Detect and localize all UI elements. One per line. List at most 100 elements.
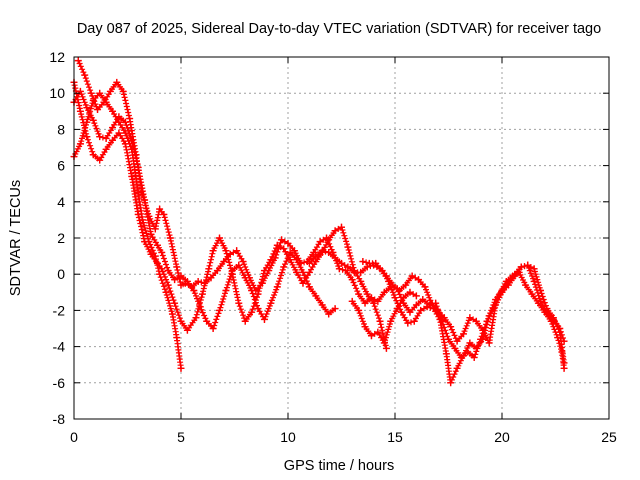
data-point bbox=[171, 276, 179, 284]
data-point bbox=[177, 281, 185, 289]
data-point bbox=[96, 133, 104, 141]
data-point bbox=[162, 288, 170, 296]
data-point bbox=[479, 335, 487, 343]
data-point bbox=[385, 277, 393, 285]
data-point bbox=[357, 277, 365, 285]
data-point bbox=[147, 230, 155, 238]
chart-title: Day 087 of 2025, Sidereal Day-to-day VTE… bbox=[77, 21, 601, 37]
data-point bbox=[528, 290, 536, 298]
data-point bbox=[235, 261, 243, 269]
data-point bbox=[393, 305, 401, 313]
x-tick-label: 25 bbox=[601, 429, 617, 445]
data-point bbox=[331, 305, 339, 313]
x-axis-label: GPS time / hours bbox=[284, 458, 394, 474]
data-point bbox=[96, 156, 104, 164]
data-point bbox=[423, 303, 431, 311]
data-point bbox=[318, 301, 326, 309]
data-point bbox=[74, 57, 82, 65]
data-point bbox=[374, 328, 382, 336]
data-point bbox=[342, 267, 350, 275]
data-point bbox=[459, 352, 467, 360]
data-point bbox=[89, 151, 97, 159]
data-point bbox=[126, 115, 134, 123]
data-point bbox=[260, 315, 268, 323]
data-point bbox=[415, 276, 423, 284]
data-point bbox=[299, 268, 307, 276]
y-tick-label: 12 bbox=[49, 49, 65, 65]
data-series bbox=[70, 57, 568, 387]
data-point bbox=[312, 252, 320, 260]
data-point bbox=[560, 359, 568, 367]
data-point bbox=[190, 286, 198, 294]
data-point bbox=[344, 243, 352, 251]
data-point bbox=[361, 299, 369, 307]
data-point bbox=[378, 267, 386, 275]
x-tick-label: 0 bbox=[70, 429, 78, 445]
y-tick-label: -8 bbox=[53, 411, 66, 427]
data-point bbox=[522, 281, 530, 289]
data-point bbox=[267, 256, 275, 264]
data-point bbox=[453, 337, 461, 345]
data-point bbox=[198, 290, 206, 298]
data-point bbox=[382, 344, 390, 352]
data-point bbox=[312, 292, 320, 300]
data-point bbox=[153, 259, 161, 267]
data-point bbox=[138, 191, 146, 199]
data-point bbox=[121, 140, 129, 148]
y-tick-label: 2 bbox=[57, 230, 65, 246]
data-point bbox=[466, 339, 474, 347]
data-point bbox=[177, 364, 185, 372]
data-point bbox=[549, 314, 557, 322]
data-point bbox=[245, 274, 253, 282]
data-point bbox=[299, 279, 307, 287]
data-point bbox=[201, 279, 209, 287]
data-point bbox=[83, 104, 91, 112]
series-track-3 bbox=[70, 87, 339, 332]
data-point bbox=[305, 268, 313, 276]
data-point bbox=[310, 248, 318, 256]
data-point bbox=[102, 145, 110, 153]
data-point bbox=[115, 113, 123, 121]
data-point bbox=[248, 308, 256, 316]
data-point bbox=[141, 238, 149, 246]
data-point bbox=[406, 308, 414, 316]
data-point bbox=[419, 296, 427, 304]
data-point bbox=[376, 317, 384, 325]
data-point bbox=[284, 239, 292, 247]
data-point bbox=[537, 286, 545, 294]
data-point bbox=[387, 317, 395, 325]
data-point bbox=[338, 259, 345, 267]
data-point bbox=[361, 323, 369, 331]
data-point bbox=[278, 236, 286, 244]
data-point bbox=[466, 314, 474, 322]
data-point bbox=[517, 263, 525, 271]
data-point bbox=[543, 305, 551, 313]
data-point bbox=[323, 234, 331, 242]
data-point bbox=[233, 247, 241, 255]
data-point bbox=[359, 258, 367, 266]
data-point bbox=[472, 317, 480, 325]
data-point bbox=[395, 286, 403, 294]
data-point bbox=[239, 258, 247, 266]
data-point bbox=[134, 210, 142, 218]
data-point bbox=[485, 312, 493, 320]
data-point bbox=[372, 259, 380, 267]
data-point bbox=[76, 87, 84, 95]
data-point bbox=[436, 315, 444, 323]
data-point bbox=[171, 299, 179, 307]
data-point bbox=[194, 277, 202, 285]
data-point bbox=[348, 297, 356, 305]
data-point bbox=[338, 223, 345, 231]
data-point bbox=[442, 350, 450, 358]
data-point bbox=[177, 317, 185, 325]
data-point bbox=[417, 306, 425, 314]
data-point bbox=[470, 353, 478, 361]
y-tick-label: -2 bbox=[53, 302, 66, 318]
data-point bbox=[87, 89, 95, 97]
data-point bbox=[216, 306, 224, 314]
data-point bbox=[160, 210, 168, 218]
data-point bbox=[81, 71, 89, 79]
data-point bbox=[173, 334, 181, 342]
data-point bbox=[76, 140, 84, 148]
data-point bbox=[94, 105, 102, 113]
